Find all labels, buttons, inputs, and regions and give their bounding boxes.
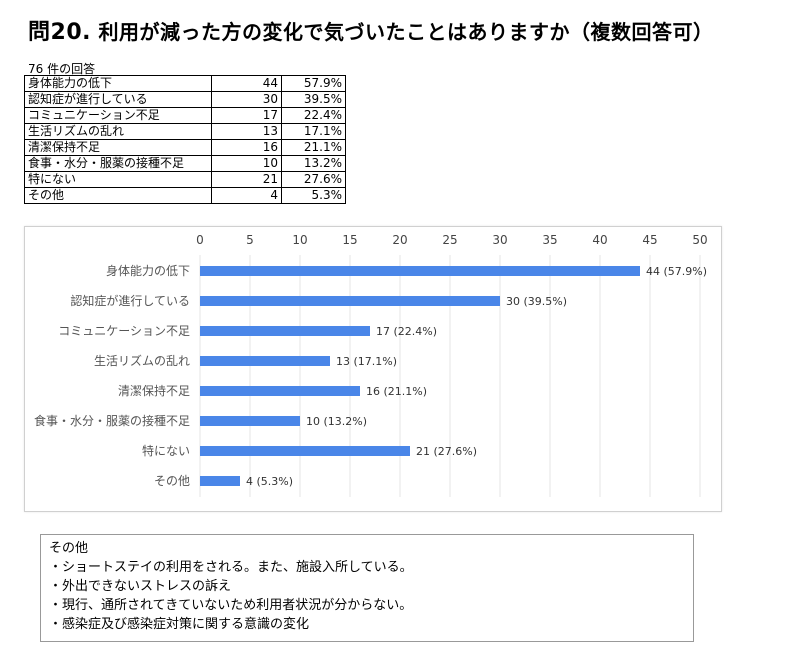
- row-count: 10: [211, 155, 282, 172]
- row-label: 特にない: [24, 171, 212, 188]
- bar-chart: 0 5 10 15 20 25 30 35 40 45 50 身体能力の低下 44 (57.9%) 認知症…: [24, 226, 722, 512]
- x-tick-label: 35: [542, 233, 557, 247]
- data-label: 16 (21.1%): [366, 385, 427, 398]
- x-tick-label: 15: [342, 233, 357, 247]
- row-label: 認知症が進行している: [24, 91, 212, 108]
- row-count: 4: [211, 187, 282, 204]
- x-tick-label: 25: [442, 233, 457, 247]
- x-tick-label: 50: [692, 233, 707, 247]
- category-label: 生活リズムの乱れ: [94, 353, 190, 368]
- other-item: ・感染症及び感染症対策に関する意識の変化: [49, 617, 310, 632]
- data-label: 21 (27.6%): [416, 445, 477, 458]
- row-percent: 57.9%: [281, 75, 346, 92]
- question-prefix: 問: [28, 20, 51, 45]
- data-label: 17 (22.4%): [376, 325, 437, 338]
- row-count: 30: [211, 91, 282, 108]
- row-percent: 27.6%: [281, 171, 346, 188]
- x-tick-label: 0: [196, 233, 204, 247]
- table-row: その他 4 5.3%: [24, 187, 346, 204]
- row-percent: 22.4%: [281, 107, 346, 124]
- bar: [200, 416, 300, 426]
- table-row: コミュニケーション不足 17 22.4%: [24, 107, 346, 124]
- row-label: コミュニケーション不足: [24, 107, 212, 124]
- table-row: 清潔保持不足 16 21.1%: [24, 139, 346, 156]
- row-percent: 21.1%: [281, 139, 346, 156]
- row-label: 清潔保持不足: [24, 139, 212, 156]
- table-row: 身体能力の低下 44 57.9%: [24, 75, 346, 92]
- x-tick-label: 45: [642, 233, 657, 247]
- bar: [200, 296, 500, 306]
- table-row: 特にない 21 27.6%: [24, 171, 346, 188]
- other-item: ・外出できないストレスの訴え: [49, 579, 232, 594]
- row-percent: 39.5%: [281, 91, 346, 108]
- question-text: 利用が減った方の変化で気づいたことはありますか（複数回答可）: [98, 20, 714, 44]
- category-label: その他: [154, 474, 190, 488]
- data-label: 10 (13.2%): [306, 415, 367, 428]
- row-percent: 5.3%: [281, 187, 346, 204]
- response-count: 76 件の回答: [28, 62, 96, 76]
- category-label: 身体能力の低下: [106, 263, 190, 278]
- page-title: 問20. 利用が減った方の変化で気づいたことはありますか（複数回答可）: [28, 14, 713, 46]
- row-count: 44: [211, 75, 282, 92]
- data-label: 44 (57.9%): [646, 265, 707, 278]
- table-row: 認知症が進行している 30 39.5%: [24, 91, 346, 108]
- x-tick-label: 30: [492, 233, 507, 247]
- bar: [200, 326, 370, 336]
- summary-table: 身体能力の低下 44 57.9% 認知症が進行している 30 39.5% コミュニケーション…: [24, 75, 346, 204]
- row-count: 17: [211, 107, 282, 124]
- data-label: 30 (39.5%): [506, 295, 567, 308]
- table-row: 生活リズムの乱れ 13 17.1%: [24, 123, 346, 140]
- row-label: 身体能力の低下: [24, 75, 212, 92]
- category-label: 特にない: [142, 443, 190, 458]
- row-count: 13: [211, 123, 282, 140]
- question-number: 20.: [50, 20, 91, 45]
- row-percent: 17.1%: [281, 123, 346, 140]
- row-label: 生活リズムの乱れ: [24, 123, 212, 140]
- x-tick-label: 10: [292, 233, 307, 247]
- row-percent: 13.2%: [281, 155, 346, 172]
- bar: [200, 356, 330, 366]
- data-label: 13 (17.1%): [336, 355, 397, 368]
- category-label: 清潔保持不足: [118, 383, 190, 398]
- category-label: コミュニケーション不足: [58, 324, 190, 338]
- row-count: 16: [211, 139, 282, 156]
- row-label: その他: [24, 187, 212, 204]
- data-label: 4 (5.3%): [246, 475, 293, 488]
- bar: [200, 266, 640, 276]
- row-label: 食事・水分・服薬の接種不足: [24, 155, 212, 172]
- x-tick-label: 40: [592, 233, 607, 247]
- x-tick-label: 20: [392, 233, 407, 247]
- bar: [200, 446, 410, 456]
- row-count: 21: [211, 171, 282, 188]
- category-label: 認知症が進行している: [70, 293, 190, 308]
- category-label: 食事・水分・服薬の接種不足: [34, 413, 190, 428]
- other-item: ・現行、通所されてきていないため利用者状況が分からない。: [49, 598, 413, 613]
- bar: [200, 386, 360, 396]
- other-heading: その他: [49, 541, 89, 556]
- bar: [200, 476, 240, 486]
- other-item: ・ショートステイの利用をされる。また、施設入所している。: [49, 560, 413, 575]
- bar-chart-svg: 0 5 10 15 20 25 30 35 40 45 50 身体能力の低下 44 (57.9%) 認知症…: [34, 233, 708, 497]
- other-answers-box: その他 ・ショートステイの利用をされる。また、施設入所している。 ・外出できない…: [40, 534, 694, 642]
- x-tick-label: 5: [246, 233, 254, 247]
- table-row: 食事・水分・服薬の接種不足 10 13.2%: [24, 155, 346, 172]
